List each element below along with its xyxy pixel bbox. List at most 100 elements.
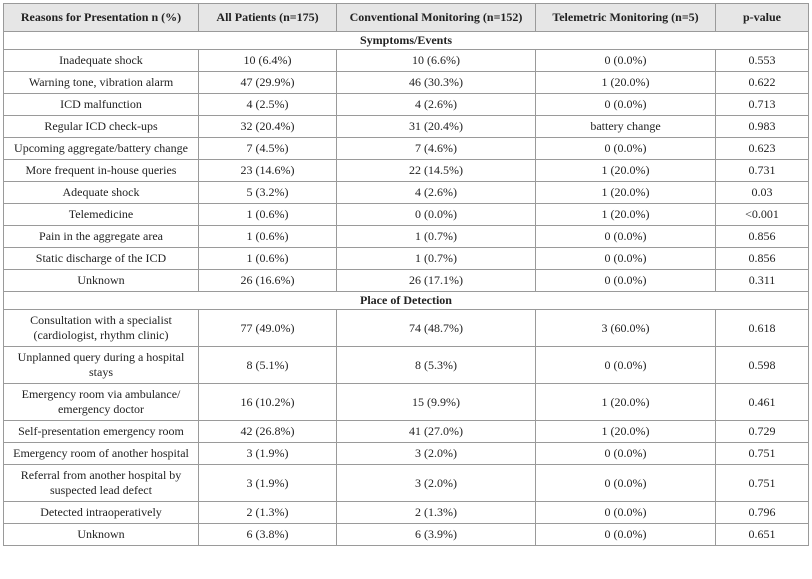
data-row: Unknown 6 (3.8%) 6 (3.9%) 0 (0.0%) 0.651 — [3, 523, 809, 546]
cell: 0.983 — [715, 115, 809, 138]
cell: 10 (6.4%) — [198, 49, 337, 72]
data-row: Static discharge of the ICD 1 (0.6%) 1 (0.… — [3, 247, 809, 270]
cell: 3 (1.9%) — [198, 442, 337, 465]
table-body: Symptoms/Events Inadequate shock 10 (6.4%)… — [3, 31, 809, 546]
presentation-table: Reasons for Presentation n (%) All Patien… — [3, 3, 809, 546]
data-row: Unplanned query during a hospital stays 8… — [3, 346, 809, 384]
cell: 0 (0.0%) — [535, 93, 716, 116]
cell: 4 (2.6%) — [336, 93, 536, 116]
cell: 42 (26.8%) — [198, 420, 337, 443]
cell: 0.553 — [715, 49, 809, 72]
cell: 0.03 — [715, 181, 809, 204]
row-label: Telemedicine — [3, 203, 199, 226]
cell: 0.461 — [715, 383, 809, 421]
cell: 0.856 — [715, 247, 809, 270]
cell: 0.796 — [715, 501, 809, 524]
row-label: Self-presentation emergency room — [3, 420, 199, 443]
cell: 2 (1.3%) — [198, 501, 337, 524]
cell: 0 (0.0%) — [535, 442, 716, 465]
cell: 1 (0.7%) — [336, 247, 536, 270]
column-header: All Patients (n=175) — [198, 3, 337, 32]
cell: 0.856 — [715, 225, 809, 248]
cell: 0 (0.0%) — [535, 346, 716, 384]
data-row: Unknown 26 (16.6%) 26 (17.1%) 0 (0.0%) 0.311 — [3, 269, 809, 292]
cell: 1 (0.7%) — [336, 225, 536, 248]
cell: 3 (1.9%) — [198, 464, 337, 502]
row-label: Static discharge of the ICD — [3, 247, 199, 270]
row-label: Regular ICD check-ups — [3, 115, 199, 138]
data-row: More frequent in-house queries 23 (14.6%)… — [3, 159, 809, 182]
cell: 3 (2.0%) — [336, 442, 536, 465]
row-label: Emergency room via ambulance/ emergency … — [3, 383, 199, 421]
cell: 0.622 — [715, 71, 809, 94]
cell: 0 (0.0%) — [535, 269, 716, 292]
cell: 0 (0.0%) — [535, 49, 716, 72]
data-row: Consultation with a specialist (cardiolo… — [3, 309, 809, 347]
section-title: Place of Detection — [3, 291, 809, 310]
cell: 3 (60.0%) — [535, 309, 716, 347]
cell: 0.598 — [715, 346, 809, 384]
cell: 0 (0.0%) — [535, 137, 716, 160]
cell: 8 (5.1%) — [198, 346, 337, 384]
row-label: Warning tone, vibration alarm — [3, 71, 199, 94]
cell: 0 (0.0%) — [336, 203, 536, 226]
cell: 4 (2.5%) — [198, 93, 337, 116]
row-label: Unknown — [3, 269, 199, 292]
cell: 10 (6.6%) — [336, 49, 536, 72]
cell: 0 (0.0%) — [535, 247, 716, 270]
cell: 1 (20.0%) — [535, 383, 716, 421]
data-row: Warning tone, vibration alarm 47 (29.9%) 4… — [3, 71, 809, 94]
cell: 1 (0.6%) — [198, 225, 337, 248]
data-row: Pain in the aggregate area 1 (0.6%) 1 (0.7… — [3, 225, 809, 248]
cell: 6 (3.9%) — [336, 523, 536, 546]
cell: 16 (10.2%) — [198, 383, 337, 421]
data-row: Emergency room of another hospital 3 (1.9… — [3, 442, 809, 465]
cell: 1 (20.0%) — [535, 203, 716, 226]
row-label: Inadequate shock — [3, 49, 199, 72]
section-row: Symptoms/Events — [3, 31, 809, 50]
cell: 0.729 — [715, 420, 809, 443]
cell: 0 (0.0%) — [535, 225, 716, 248]
row-label: Detected intraoperatively — [3, 501, 199, 524]
cell: 7 (4.6%) — [336, 137, 536, 160]
cell: 1 (20.0%) — [535, 420, 716, 443]
data-row: Detected intraoperatively 2 (1.3%) 2 (1.3%… — [3, 501, 809, 524]
row-label: ICD malfunction — [3, 93, 199, 116]
row-label: Upcoming aggregate/battery change — [3, 137, 199, 160]
row-label: Emergency room of another hospital — [3, 442, 199, 465]
cell: 1 (0.6%) — [198, 247, 337, 270]
data-row: Upcoming aggregate/battery change 7 (4.5%… — [3, 137, 809, 160]
cell: 26 (17.1%) — [336, 269, 536, 292]
cell: 8 (5.3%) — [336, 346, 536, 384]
data-row: Adequate shock 5 (3.2%) 4 (2.6%) 1 (20.0%) 0… — [3, 181, 809, 204]
cell: 0.751 — [715, 442, 809, 465]
cell: 6 (3.8%) — [198, 523, 337, 546]
cell: 41 (27.0%) — [336, 420, 536, 443]
row-label: Pain in the aggregate area — [3, 225, 199, 248]
cell: 1 (0.6%) — [198, 203, 337, 226]
cell: 31 (20.4%) — [336, 115, 536, 138]
cell: 0.731 — [715, 159, 809, 182]
cell: 1 (20.0%) — [535, 71, 716, 94]
data-row: Inadequate shock 10 (6.4%) 10 (6.6%) 0 (0.0… — [3, 49, 809, 72]
data-row: Self-presentation emergency room 42 (26.8… — [3, 420, 809, 443]
cell: 23 (14.6%) — [198, 159, 337, 182]
data-row: ICD malfunction 4 (2.5%) 4 (2.6%) 0 (0.0%) 0… — [3, 93, 809, 116]
data-row: Emergency room via ambulance/ emergency … — [3, 383, 809, 421]
cell: 0.623 — [715, 137, 809, 160]
column-header: p-value — [715, 3, 809, 32]
data-row: Telemedicine 1 (0.6%) 0 (0.0%) 1 (20.0%) <0.… — [3, 203, 809, 226]
cell: 77 (49.0%) — [198, 309, 337, 347]
cell: 15 (9.9%) — [336, 383, 536, 421]
cell: 2 (1.3%) — [336, 501, 536, 524]
cell: 5 (3.2%) — [198, 181, 337, 204]
cell: 0 (0.0%) — [535, 523, 716, 546]
cell: 0.618 — [715, 309, 809, 347]
cell: 1 (20.0%) — [535, 181, 716, 204]
row-label: Unplanned query during a hospital stays — [3, 346, 199, 384]
column-header: Reasons for Presentation n (%) — [3, 3, 199, 32]
cell: 47 (29.9%) — [198, 71, 337, 94]
cell: 26 (16.6%) — [198, 269, 337, 292]
row-label: Unknown — [3, 523, 199, 546]
